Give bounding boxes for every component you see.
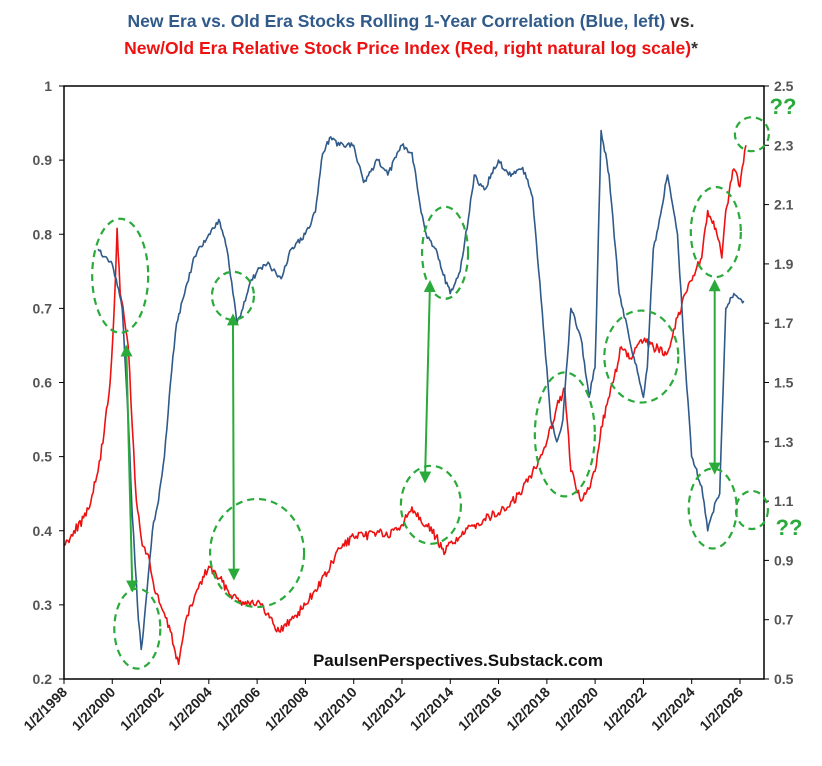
left-tick-label: 0.3 [33,597,53,613]
title-red-part: New/Old Era Relative Stock Price Index (… [124,38,692,58]
watermark: PaulsenPerspectives.Substack.com [313,651,603,670]
x-tick-label: 1/2/2018 [503,684,553,734]
annotation-ellipse [420,205,470,300]
x-tick-label: 1/2/2024 [648,684,698,734]
title-asterisk: * [691,38,698,58]
annotation-ellipse [603,309,680,404]
annotation-arrow [226,313,240,581]
title-blue-part: New Era vs. Old Era Stocks Rolling 1-Yea… [127,11,666,31]
x-tick-label: 1/2/2014 [407,684,457,734]
right-tick-label: 1.9 [774,256,794,272]
left-tick-label: 0.9 [33,152,53,168]
annotation-ellipse [687,467,738,550]
annotation-arrow [419,280,436,484]
red-series-line [63,145,747,665]
right-tick-label: 1.5 [774,375,794,391]
blue-series-group [97,129,745,651]
title-line-1: New Era vs. Old Era Stocks Rolling 1-Yea… [0,8,822,35]
annotation-ellipse [399,464,463,545]
left-tick-label: 0.8 [33,226,53,242]
x-tick-label: 1/2/2016 [455,684,505,734]
left-tick-label: 0.6 [33,375,53,391]
annotation-ellipse [208,497,306,609]
blue-series-line [97,129,745,651]
right-tick-label: 1.1 [774,493,794,509]
annotation-ellipse [733,116,771,153]
x-tick-label: 1/2/2008 [262,684,312,734]
x-tick-label: 1/2/2000 [69,684,119,734]
x-tick-label: 1/2/1998 [20,684,70,734]
annotation-ellipse [689,185,742,279]
right-tick-label: 1.7 [774,315,794,331]
annotation-ellipse [734,489,770,531]
right-tick-label: 0.5 [774,671,794,687]
x-tick-label: 1/2/2004 [165,684,215,734]
x-tick-label: 1/2/2006 [213,684,263,734]
annotation-ellipse [91,217,150,334]
left-tick-label: 0.4 [33,523,53,539]
question-marks-bottom: ?? [776,515,803,540]
annotation-ellipse [210,270,256,321]
annotation-ellipse [533,371,596,498]
right-tick-label: 2.1 [774,197,794,213]
x-tick-label: 1/2/2002 [117,684,167,734]
left-tick-label: 0.7 [33,300,53,316]
right-tick-label: 1.3 [774,434,794,450]
x-tick-label: 1/2/2020 [551,684,601,734]
right-tick-label: 0.7 [774,612,794,628]
right-tick-label: 2.5 [774,78,794,94]
left-tick-label: 0.2 [33,671,53,687]
left-tick-label: 0.5 [33,449,53,465]
right-tick-label: 0.9 [774,552,794,568]
axes-group: 0.2 0.3 0.4 0.5 0.6 0.7 0.8 0.9 1 0.5 0.7 0.9 1.1 1.3… [20,78,793,734]
title-vs: vs. [665,11,695,31]
chart-title: New Era vs. Old Era Stocks Rolling 1-Yea… [0,8,822,62]
right-tick-label: 2.3 [774,137,794,153]
plot-frame [63,85,765,680]
x-tick-label: 1/2/2026 [696,684,746,734]
red-series-group [63,145,747,665]
x-tick-label: 1/2/2012 [358,684,408,734]
x-tick-label: 1/2/2022 [600,684,650,734]
title-line-2: New/Old Era Relative Stock Price Index (… [0,35,822,62]
question-marks-top: ?? [770,94,797,119]
annotation-arrow [120,344,139,593]
x-tick-label: 1/2/2010 [310,684,360,734]
annotations-group [91,116,771,670]
left-tick-label: 1 [44,78,52,94]
